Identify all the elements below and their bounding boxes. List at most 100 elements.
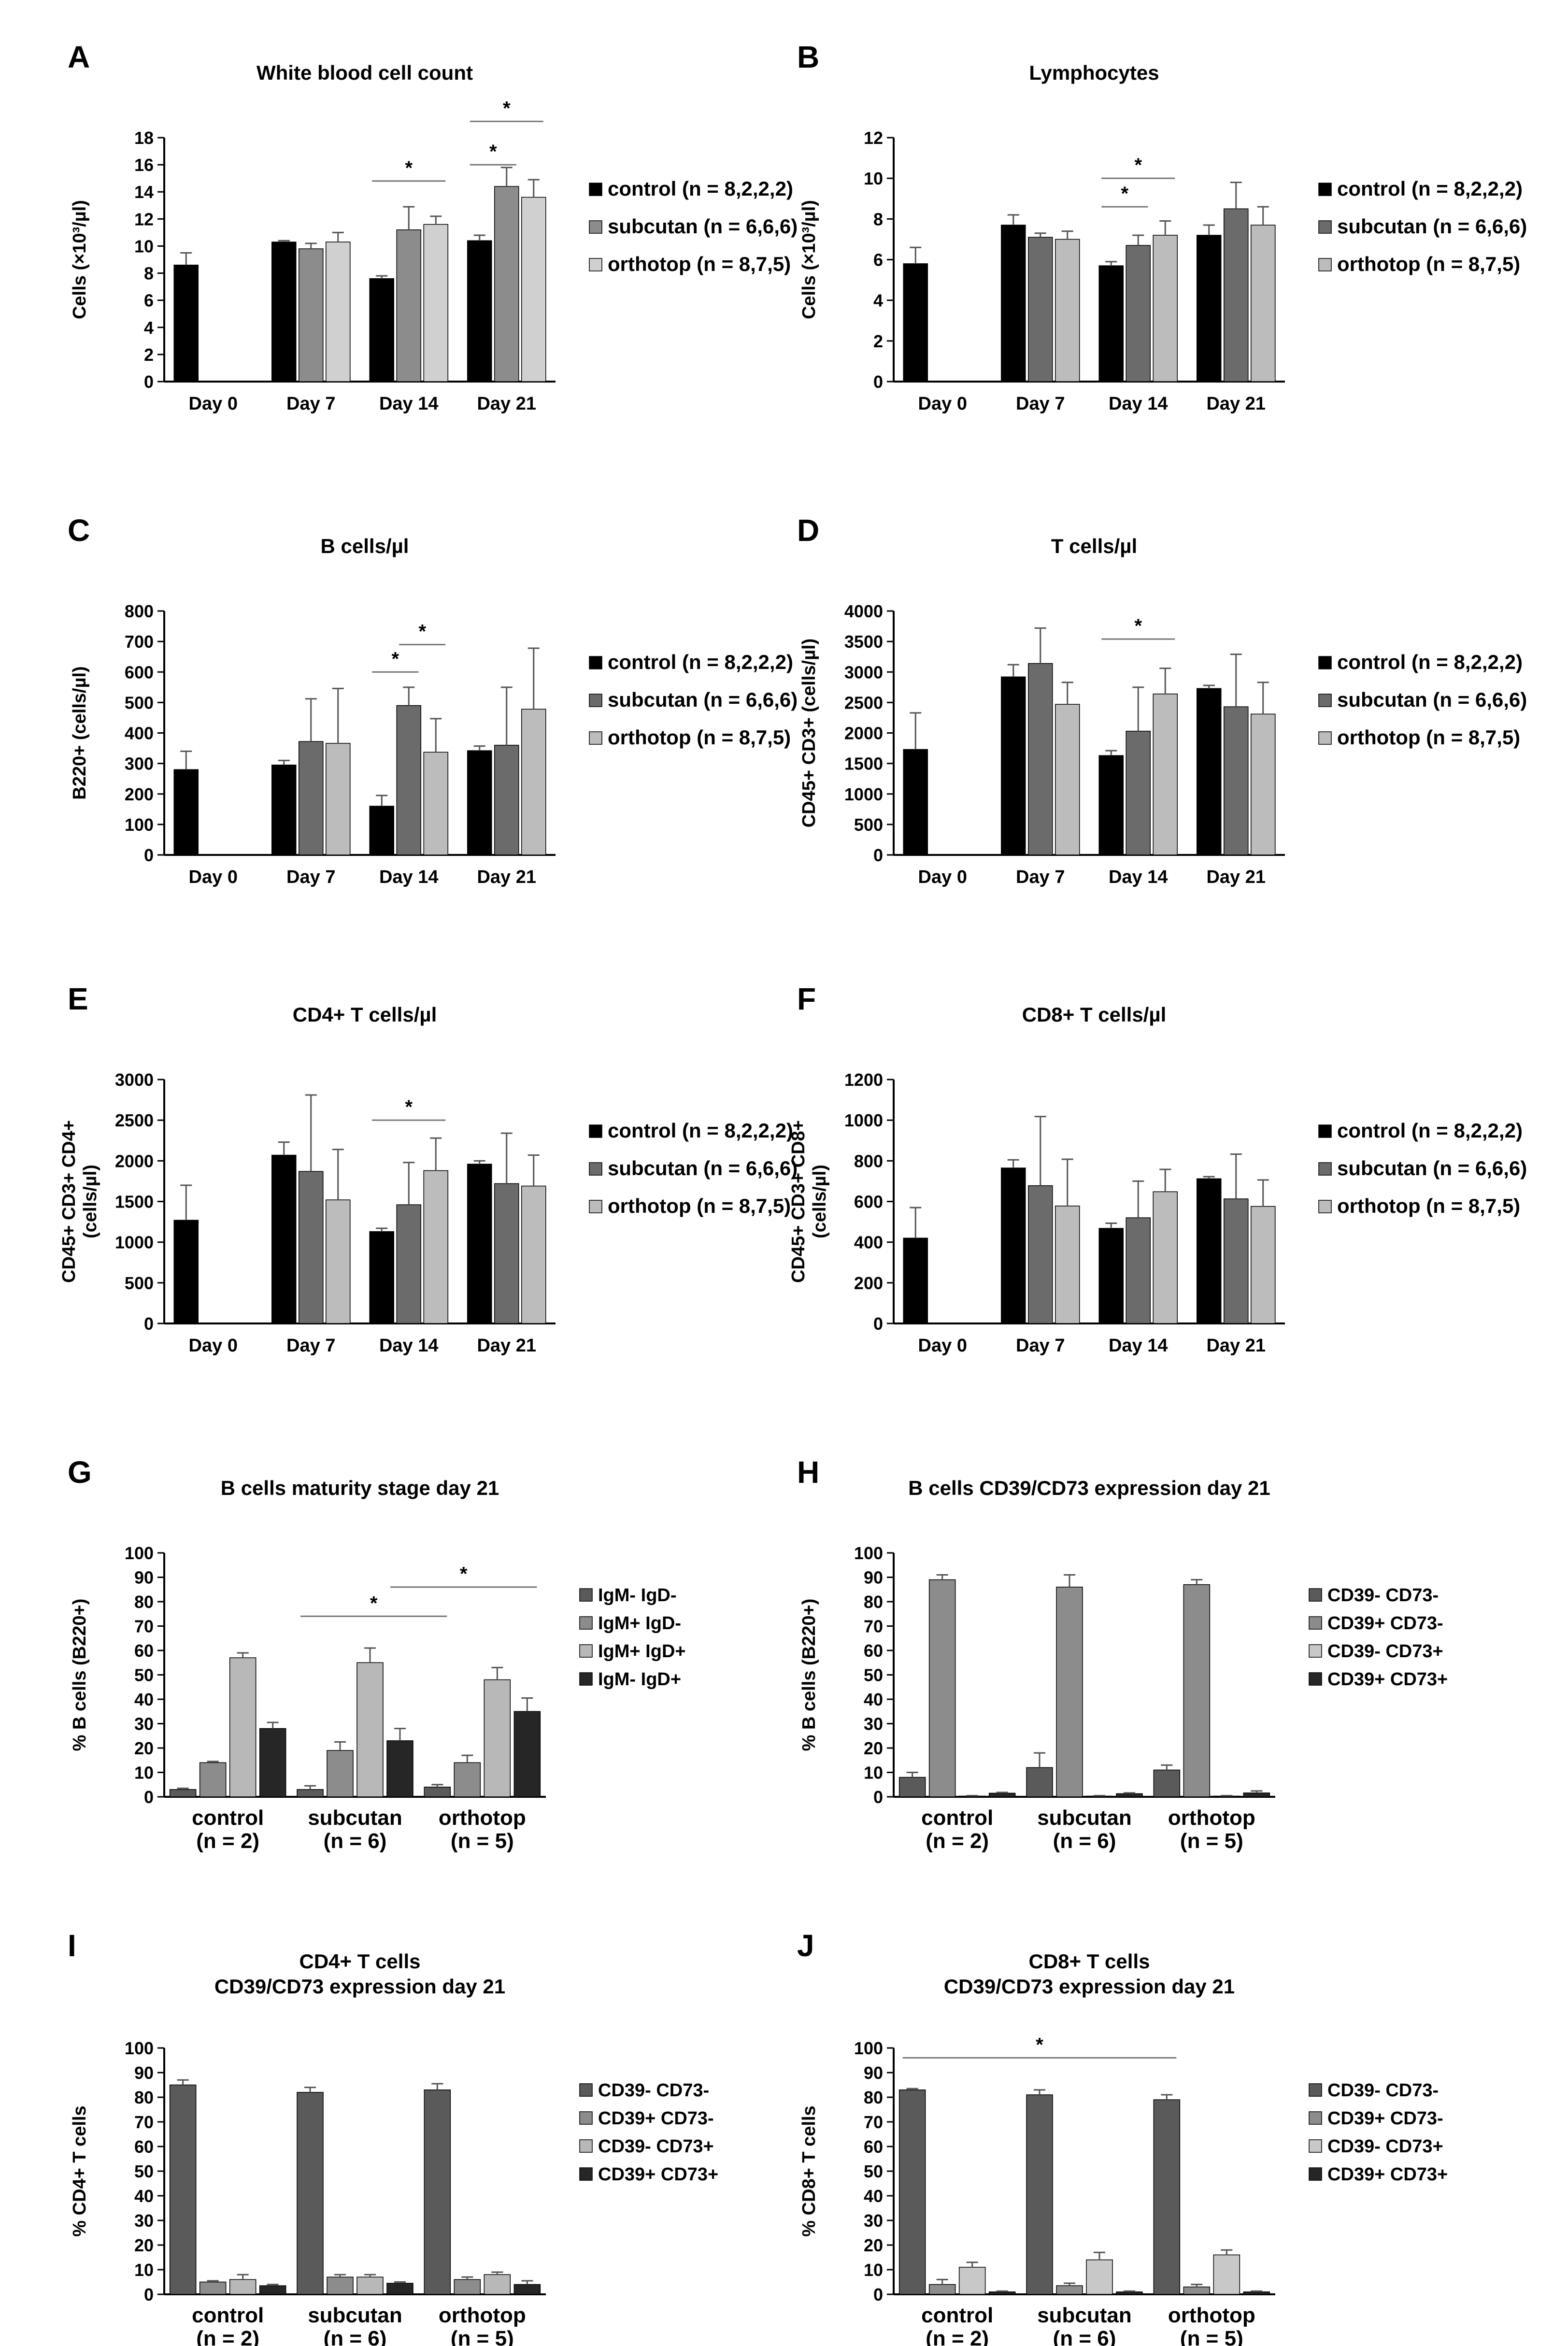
bar bbox=[173, 1220, 199, 1324]
bar bbox=[229, 1657, 257, 1797]
legend-label: orthotop (n = 8,7,5) bbox=[608, 726, 791, 749]
y-tick-label: 2000 bbox=[115, 1151, 154, 1171]
y-axis-label: CD45+ CD3+ CD8+ (cells/µl) bbox=[788, 1120, 830, 1283]
y-tick-label: 30 bbox=[864, 1714, 883, 1734]
y-tick-label: 2500 bbox=[115, 1110, 154, 1130]
legend-label: CD39+ CD73+ bbox=[1327, 2164, 1448, 2185]
bar bbox=[169, 1789, 197, 1797]
legend-swatch bbox=[579, 1616, 593, 1630]
y-tick-label: 80 bbox=[134, 2088, 154, 2107]
significance-label: * bbox=[489, 141, 497, 162]
x-tick-label: Day 7 bbox=[1016, 867, 1065, 887]
y-axis-label: Cells (×10³/µl) bbox=[70, 200, 90, 319]
chart-title: CD8+ T cells/µl bbox=[1022, 1003, 1167, 1026]
legend-swatch bbox=[589, 1162, 602, 1176]
legend-label: CD39- CD73+ bbox=[1327, 2136, 1443, 2157]
bar bbox=[1224, 208, 1249, 382]
bar bbox=[299, 1171, 324, 1324]
bar bbox=[494, 1183, 519, 1324]
bar bbox=[467, 240, 492, 382]
y-tick-label: 10 bbox=[134, 236, 154, 256]
legend-swatch bbox=[589, 1200, 602, 1213]
legend-label: CD39- CD73- bbox=[1327, 1585, 1439, 1606]
panel-letter: F bbox=[797, 981, 816, 1016]
y-tick-label: 50 bbox=[864, 2161, 883, 2181]
bar bbox=[1197, 1178, 1222, 1324]
y-axis-label: % B cells (B220+) bbox=[70, 1599, 90, 1751]
y-tick-label: 2000 bbox=[844, 724, 883, 743]
legend-swatch bbox=[589, 731, 602, 745]
legend-swatch bbox=[1309, 1644, 1322, 1658]
legend-swatch bbox=[1309, 2167, 1322, 2181]
y-tick-label: 100 bbox=[854, 2038, 883, 2058]
y-tick-label: 0 bbox=[144, 372, 154, 392]
bar bbox=[369, 806, 394, 855]
panel-letter: J bbox=[797, 1928, 814, 1963]
y-tick-label: 10 bbox=[864, 2260, 883, 2280]
bar bbox=[424, 1787, 451, 1797]
y-tick-label: 80 bbox=[864, 1592, 883, 1612]
bar bbox=[958, 2267, 986, 2295]
legend-label: control (n = 8,2,2,2) bbox=[1337, 1119, 1523, 1142]
y-tick-label: 4 bbox=[144, 318, 154, 338]
chart-title: T cells/µl bbox=[1051, 535, 1137, 557]
y-axis-label-line: % B cells (B220+) bbox=[799, 1599, 819, 1751]
chart-title: Lymphocytes bbox=[1029, 61, 1159, 84]
bar bbox=[1116, 2291, 1143, 2295]
legend-swatch bbox=[579, 2139, 593, 2153]
bar bbox=[271, 1154, 297, 1324]
legend-label: subcutan (n = 6,6,6) bbox=[1337, 215, 1527, 238]
y-tick-label: 4 bbox=[873, 291, 883, 311]
y-axis-label-line: B220+ (cells/µl) bbox=[70, 666, 90, 799]
bar bbox=[271, 242, 297, 382]
x-tick-label: orthotop bbox=[1168, 2303, 1255, 2327]
bar bbox=[169, 2084, 197, 2295]
y-tick-label: 10 bbox=[134, 1763, 154, 1783]
y-tick-label: 600 bbox=[854, 1192, 883, 1212]
y-tick-label: 100 bbox=[125, 1543, 154, 1563]
x-tick-label: orthotop bbox=[439, 1806, 526, 1830]
y-tick-label: 200 bbox=[125, 784, 154, 804]
panel-e: E CD4+ T cells/µl 0 500 1000 1500 2000 2500 3000… bbox=[59, 981, 798, 1356]
significance-label: * bbox=[405, 157, 413, 179]
y-tick-label: 1200 bbox=[844, 1070, 883, 1090]
y-tick-label: 700 bbox=[125, 632, 154, 652]
y-tick-label: 0 bbox=[873, 2285, 883, 2304]
y-tick-label: 20 bbox=[864, 2235, 883, 2255]
bar bbox=[521, 197, 546, 382]
bar bbox=[1224, 1198, 1249, 1324]
legend-label: IgM+ IgD- bbox=[598, 1613, 681, 1634]
legend-swatch bbox=[1318, 694, 1332, 707]
significance-label: * bbox=[460, 1564, 468, 1585]
chart-title: CD39/CD73 expression day 21 bbox=[214, 1975, 505, 1998]
y-tick-label: 100 bbox=[125, 2038, 154, 2058]
y-tick-label: 30 bbox=[864, 2211, 883, 2231]
bar bbox=[521, 1185, 546, 1324]
x-tick-label: Day 21 bbox=[477, 1336, 536, 1356]
x-tick-label: subcutan bbox=[1037, 2303, 1132, 2327]
y-axis-label-line: (cells/µl) bbox=[80, 1165, 100, 1238]
x-tick-label: (n = 2) bbox=[196, 2327, 259, 2346]
legend-swatch bbox=[1318, 220, 1332, 234]
chart-title: B cells maturity stage day 21 bbox=[221, 1477, 499, 1499]
y-tick-label: 30 bbox=[134, 1714, 154, 1734]
legend-swatch bbox=[579, 1588, 593, 1602]
x-tick-label: (n = 2) bbox=[926, 2327, 989, 2346]
y-tick-label: 18 bbox=[134, 128, 154, 148]
legend-label: CD39- CD73- bbox=[1327, 2080, 1439, 2101]
bar bbox=[1026, 2094, 1053, 2295]
legend-label: control (n = 8,2,2,2) bbox=[1337, 651, 1523, 673]
legend-swatch bbox=[1318, 183, 1332, 196]
panel-letter: H bbox=[797, 1455, 819, 1490]
y-tick-label: 500 bbox=[854, 815, 883, 835]
bar bbox=[1098, 265, 1124, 382]
bar bbox=[1126, 1217, 1151, 1324]
y-tick-label: 800 bbox=[854, 1151, 883, 1171]
panel-letter: G bbox=[68, 1455, 92, 1490]
y-tick-label: 20 bbox=[134, 1738, 154, 1758]
y-tick-label: 1500 bbox=[844, 754, 883, 774]
y-tick-label: 40 bbox=[864, 1690, 883, 1709]
significance-label: * bbox=[418, 621, 426, 642]
y-tick-label: 3500 bbox=[844, 632, 883, 652]
